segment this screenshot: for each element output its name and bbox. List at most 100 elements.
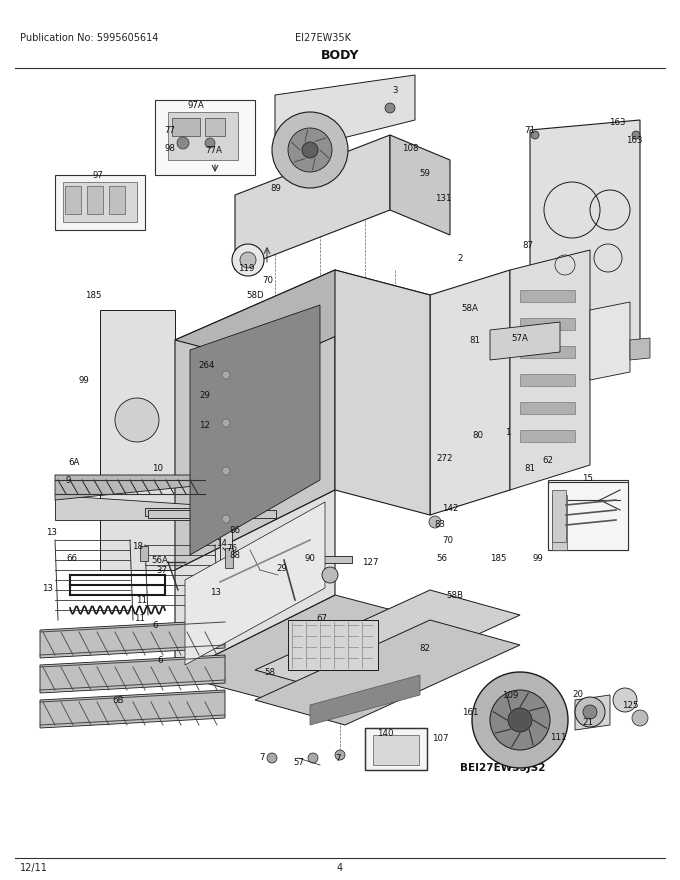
Text: 80: 80 — [473, 430, 483, 439]
Text: 14: 14 — [216, 539, 228, 547]
Bar — [205, 118, 225, 136]
Text: 62: 62 — [543, 456, 554, 465]
Bar — [520, 290, 575, 302]
Text: 77: 77 — [165, 126, 175, 135]
Circle shape — [335, 750, 345, 760]
Text: 87: 87 — [522, 240, 534, 250]
Circle shape — [272, 112, 348, 188]
Text: 81: 81 — [469, 335, 481, 344]
Text: 142: 142 — [442, 503, 458, 512]
Circle shape — [267, 753, 277, 763]
Circle shape — [240, 252, 256, 268]
Text: 83: 83 — [435, 519, 445, 529]
Polygon shape — [235, 135, 390, 270]
Text: 86: 86 — [230, 525, 241, 534]
Text: 77A: 77A — [205, 145, 222, 155]
Polygon shape — [590, 302, 630, 380]
Text: 70: 70 — [443, 536, 454, 545]
Circle shape — [115, 398, 159, 442]
Circle shape — [575, 697, 605, 727]
Text: 125: 125 — [622, 700, 639, 709]
Polygon shape — [190, 305, 320, 555]
Polygon shape — [175, 270, 335, 570]
Text: 99: 99 — [79, 376, 89, 385]
Text: 81: 81 — [524, 464, 536, 473]
Text: 7: 7 — [259, 752, 265, 761]
Polygon shape — [630, 338, 650, 360]
Circle shape — [222, 467, 230, 475]
Bar — [520, 402, 575, 414]
Text: 140: 140 — [377, 729, 393, 737]
Text: 11: 11 — [135, 613, 146, 622]
Text: 90: 90 — [305, 554, 316, 562]
Text: 1: 1 — [505, 428, 511, 436]
Bar — [155, 100, 255, 175]
Bar — [172, 118, 200, 136]
Text: 37: 37 — [156, 566, 167, 575]
Bar — [168, 112, 238, 160]
Polygon shape — [185, 502, 325, 665]
Circle shape — [429, 516, 441, 528]
Text: 3: 3 — [392, 85, 398, 94]
Text: 131: 131 — [435, 194, 452, 202]
Polygon shape — [175, 490, 335, 675]
Circle shape — [222, 515, 230, 523]
Circle shape — [632, 341, 640, 349]
Bar — [140, 546, 148, 561]
Bar — [365, 728, 427, 770]
Text: 20: 20 — [573, 690, 583, 699]
Text: 71: 71 — [524, 126, 536, 135]
Circle shape — [205, 138, 215, 148]
Text: 56: 56 — [437, 554, 447, 562]
Circle shape — [613, 688, 637, 712]
Polygon shape — [390, 135, 450, 235]
Text: 163: 163 — [609, 118, 625, 127]
Polygon shape — [55, 495, 205, 520]
Circle shape — [632, 710, 648, 726]
Text: 98: 98 — [165, 143, 175, 152]
Bar — [225, 548, 233, 568]
Circle shape — [322, 567, 338, 583]
Text: 99: 99 — [532, 554, 543, 562]
Text: 76: 76 — [226, 544, 237, 553]
Text: 119: 119 — [238, 263, 254, 273]
Text: 29: 29 — [277, 563, 288, 573]
Bar — [365, 728, 427, 770]
Polygon shape — [40, 620, 225, 658]
Text: 12: 12 — [199, 421, 211, 429]
Text: 82: 82 — [420, 643, 430, 652]
Bar — [220, 355, 232, 585]
Polygon shape — [510, 250, 590, 490]
Text: 57: 57 — [294, 758, 305, 766]
Circle shape — [177, 137, 189, 149]
Text: 6: 6 — [152, 620, 158, 629]
Text: 58B: 58B — [447, 590, 464, 599]
Circle shape — [222, 371, 230, 379]
Text: 21: 21 — [583, 717, 594, 727]
Text: 127: 127 — [362, 558, 378, 567]
Bar — [65, 186, 81, 214]
Text: EI27EW35K: EI27EW35K — [295, 33, 351, 43]
Polygon shape — [175, 595, 430, 700]
Bar — [87, 186, 103, 214]
Polygon shape — [310, 675, 420, 725]
Text: 18: 18 — [133, 541, 143, 551]
Text: 6: 6 — [157, 656, 163, 664]
Polygon shape — [40, 690, 225, 728]
Circle shape — [385, 103, 395, 113]
Text: 15: 15 — [583, 473, 594, 482]
Circle shape — [508, 708, 532, 732]
Text: 12/11: 12/11 — [20, 863, 48, 873]
Text: 66: 66 — [67, 554, 78, 562]
Bar — [520, 346, 575, 358]
Text: 4: 4 — [337, 863, 343, 873]
Text: 58D: 58D — [246, 290, 264, 299]
Text: 2: 2 — [457, 253, 463, 262]
Text: 57A: 57A — [511, 334, 528, 342]
Circle shape — [302, 142, 318, 158]
Text: 56A: 56A — [152, 555, 169, 564]
Text: 264: 264 — [199, 361, 216, 370]
Text: 185: 185 — [85, 290, 101, 299]
Bar — [548, 482, 628, 550]
Text: 163: 163 — [626, 136, 642, 144]
